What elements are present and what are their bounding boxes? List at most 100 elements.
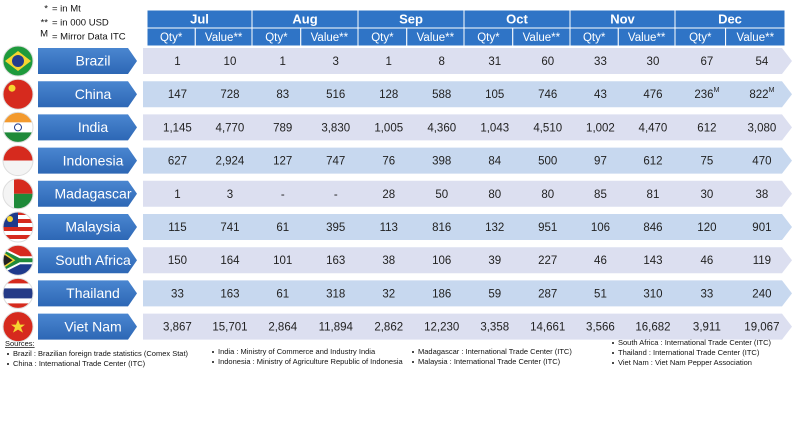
cell-value: 33 [594, 56, 607, 68]
cell-text: 822 [749, 89, 768, 101]
cell-value: 3,358 [480, 322, 509, 334]
cell-value: 318 [326, 288, 345, 300]
flag [8, 84, 16, 92]
cell-value: 32 [382, 288, 395, 300]
cell-value: 822M [749, 87, 774, 101]
row-band [143, 81, 792, 108]
cell-value: 119 [753, 255, 771, 267]
cell-value: 747 [326, 156, 345, 168]
flag-ring [2, 211, 34, 243]
cell-value: 147 [168, 89, 187, 101]
cell-value: 16,682 [635, 322, 670, 334]
cell-value: 30 [647, 56, 660, 68]
month-label: Oct [506, 11, 528, 26]
cell-value: 33 [701, 288, 714, 300]
sub-label: Qty* [689, 32, 712, 44]
sub-label: Value** [737, 32, 775, 44]
flag [3, 46, 33, 76]
cell-value: 39 [488, 255, 501, 267]
country-box [38, 180, 137, 207]
cell-value: 11,894 [319, 322, 354, 334]
cell-value: 67 [701, 56, 714, 68]
cell-value: 115 [168, 222, 186, 234]
cell-value: 60 [541, 56, 554, 68]
cell-value: 150 [168, 255, 187, 267]
cell-value: 901 [752, 222, 771, 234]
source-item: Malaysia : International Trade Center (I… [418, 357, 561, 366]
source-item: Indonesia : Ministry of Agriculture Repu… [218, 357, 404, 366]
cell-value: 38 [756, 189, 769, 201]
cell-value: 728 [220, 89, 239, 101]
cell-value: 186 [432, 288, 451, 300]
cell-value: 59 [488, 288, 501, 300]
cell-value: 1,002 [586, 122, 615, 134]
cell-value: 28 [382, 189, 395, 201]
flag-ring [2, 111, 34, 143]
cell-value: 132 [485, 222, 504, 234]
row-band [143, 147, 792, 174]
cell-value: 19,067 [744, 322, 779, 334]
flag-ring [2, 78, 34, 110]
cell-value: 14,661 [530, 322, 565, 334]
cell-value: 236M [694, 87, 719, 101]
cell-value: 43 [594, 89, 607, 101]
row-band [143, 48, 792, 74]
country-label: Madagascar [54, 186, 131, 202]
cell-value: 2,864 [268, 322, 297, 334]
flag-ring [2, 311, 34, 343]
flag [11, 319, 25, 333]
note-symbol: ** [41, 18, 49, 29]
cell-superscript: M [769, 87, 775, 94]
sub-label: Value** [628, 32, 666, 44]
flag [3, 311, 33, 342]
cell-value: 127 [273, 156, 292, 168]
flag [3, 278, 33, 309]
cell-value: 3,911 [693, 322, 721, 334]
note-symbol: * [44, 4, 48, 15]
cell-value: 81 [647, 189, 660, 201]
cell-value: - [281, 189, 285, 201]
cell-value: 627 [168, 156, 187, 168]
sub-label: Value** [205, 32, 243, 44]
cell-value: 128 [379, 89, 398, 101]
cell-value: 1,145 [163, 122, 192, 134]
note-text: = Mirror Data ITC [52, 32, 126, 43]
flag [3, 132, 33, 143]
cell-value: 54 [756, 56, 769, 68]
flag [3, 178, 33, 209]
sources-title: Sources: [5, 339, 35, 348]
cell-value: 84 [488, 156, 501, 168]
cell-value: 31 [488, 56, 501, 68]
cell-value: 80 [488, 189, 501, 201]
row-band [143, 313, 792, 340]
source-item: China : International Trade Center (ITC) [13, 359, 146, 368]
cell-value: 3 [333, 56, 339, 68]
country-box [38, 114, 137, 141]
cell-value: 746 [538, 89, 557, 101]
month-label: Dec [718, 11, 742, 26]
note-text: = in Mt [52, 4, 81, 15]
cell-value: 1 [386, 56, 392, 68]
month-label: Sep [399, 11, 423, 26]
cell-value: 101 [273, 255, 292, 267]
source-item: Thailand : International Trade Center (I… [618, 348, 760, 357]
country-label: Indonesia [63, 152, 124, 168]
cell-value: 163 [220, 288, 239, 300]
flag-ring [2, 244, 34, 276]
cell-value: 2,862 [374, 322, 403, 334]
cell-value: 164 [220, 255, 240, 267]
country-label: India [78, 119, 109, 135]
sub-label: Value** [417, 32, 455, 44]
source-item: India : Ministry of Commerce and Industr… [218, 347, 376, 356]
country-box [38, 48, 137, 74]
cell-value: 12,230 [424, 322, 459, 334]
cell-value: 2,924 [216, 156, 245, 168]
cell-value: 46 [594, 255, 607, 267]
cell-value: 287 [538, 288, 557, 300]
note-symbol: M [40, 29, 48, 40]
cell-value: 15,701 [212, 322, 247, 334]
cell-value: 846 [643, 222, 662, 234]
cell-value: 3,867 [163, 322, 192, 334]
cell-value: 395 [326, 222, 345, 234]
cell-value: 227 [538, 255, 557, 267]
